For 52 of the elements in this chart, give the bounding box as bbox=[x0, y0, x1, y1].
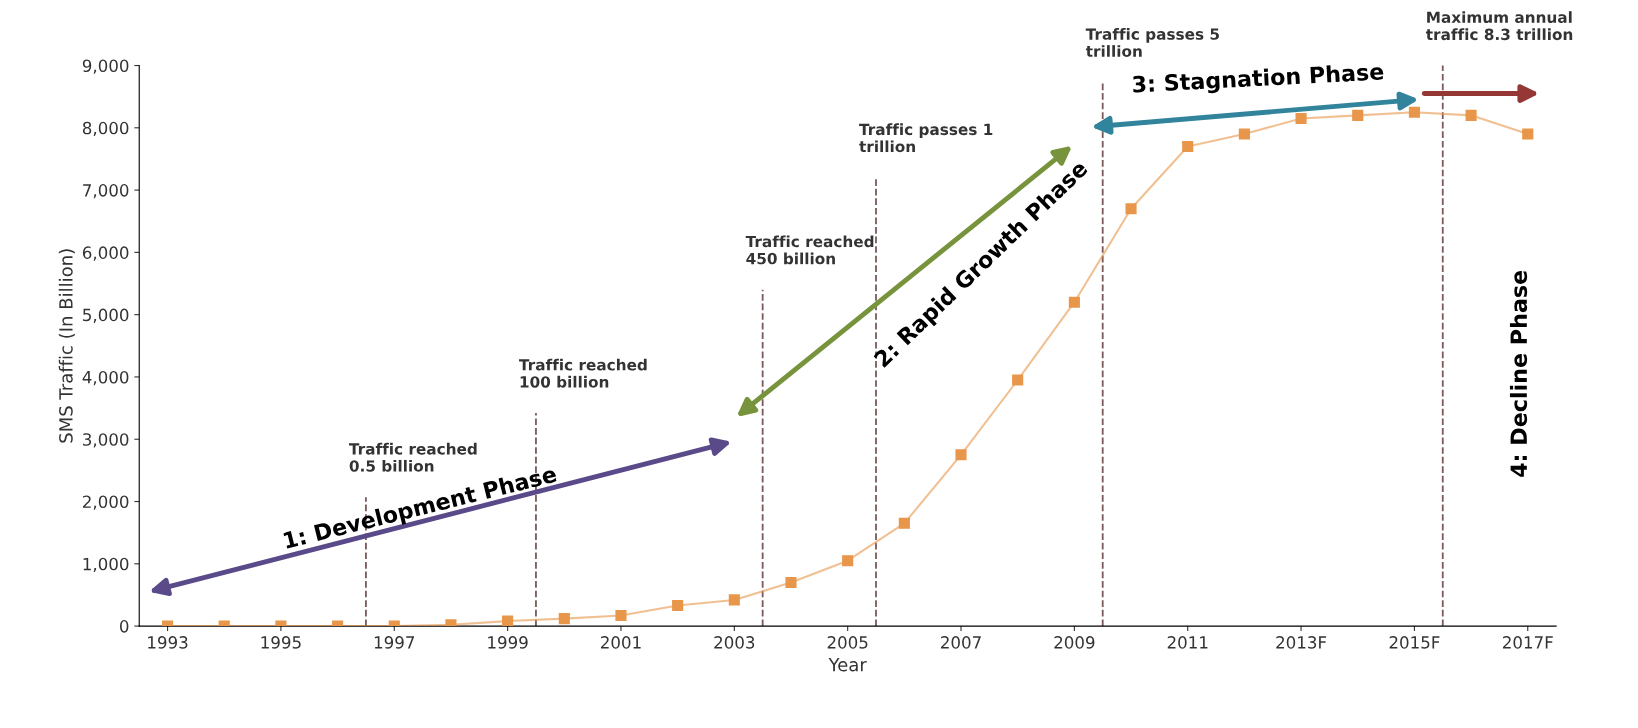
y-tick-label: 0 bbox=[120, 620, 129, 633]
y-tick-label: 6,000 bbox=[82, 246, 129, 261]
x-tick-label: 2013F bbox=[1276, 636, 1327, 649]
point bbox=[502, 615, 514, 627]
x-tick-label: 2005 bbox=[827, 636, 868, 649]
annotation: 3: Stagnation Phase bbox=[1132, 62, 1384, 98]
x-tick-label: 2001 bbox=[600, 636, 641, 649]
x-tick-label: 1997 bbox=[374, 636, 415, 649]
point bbox=[955, 449, 967, 461]
x-tick-label: 1995 bbox=[261, 636, 301, 649]
y-tick-label: 9,000 bbox=[82, 59, 129, 74]
y-tick-label: 2,000 bbox=[83, 495, 129, 510]
y-axis-title: SMS Traffic (In Billion) bbox=[58, 249, 75, 443]
x-tick-label: 1999 bbox=[488, 636, 528, 649]
x-axis-title: Year bbox=[828, 658, 867, 672]
point bbox=[1295, 112, 1307, 125]
ref-line-label: Traffic passes 1 trillion bbox=[859, 123, 993, 153]
point bbox=[1068, 296, 1080, 308]
point bbox=[785, 576, 797, 589]
x-tick-label: 1993 bbox=[148, 636, 188, 649]
annotation: 4: Decline Phase bbox=[1509, 270, 1528, 477]
point bbox=[842, 555, 854, 567]
point bbox=[898, 517, 910, 529]
ref-line-label: Traffic reached 450 billion bbox=[745, 235, 874, 265]
x-tick-label: 2011 bbox=[1167, 636, 1208, 649]
x-tick-label: 2009 bbox=[1054, 636, 1095, 649]
point bbox=[1238, 128, 1250, 140]
x-tick-label: 2017F bbox=[1502, 636, 1553, 649]
point bbox=[558, 613, 570, 625]
x-tick-label: 2007 bbox=[941, 636, 981, 649]
point bbox=[1182, 140, 1194, 153]
ref-line-label: Traffic reached 100 billion bbox=[519, 358, 647, 388]
ref-line-label: Traffic passes 5 trillion bbox=[1085, 28, 1219, 57]
y-tick-label: 1,000 bbox=[83, 557, 129, 573]
y-tick-label: 5,000 bbox=[83, 308, 129, 323]
x-tick-label: 2015F bbox=[1389, 636, 1440, 649]
point bbox=[615, 609, 627, 622]
y-tick-label: 4,000 bbox=[82, 370, 129, 386]
y-tick-label: 8,000 bbox=[82, 121, 129, 137]
x-tick-label: 2003 bbox=[714, 636, 755, 649]
point bbox=[728, 594, 740, 606]
point bbox=[1465, 109, 1477, 121]
point bbox=[1125, 203, 1137, 215]
point bbox=[1522, 128, 1534, 140]
ref-line-label: Maximum annual traffic 8.3 trillion bbox=[1425, 11, 1573, 41]
point bbox=[1352, 109, 1364, 121]
point bbox=[1408, 106, 1420, 118]
ref-line-label: Traffic reached 0.5 billion bbox=[349, 442, 477, 472]
point bbox=[672, 599, 684, 612]
y-tick-label: 7,000 bbox=[83, 184, 129, 199]
point bbox=[1012, 374, 1024, 386]
y-tick-label: 3,000 bbox=[83, 433, 129, 448]
